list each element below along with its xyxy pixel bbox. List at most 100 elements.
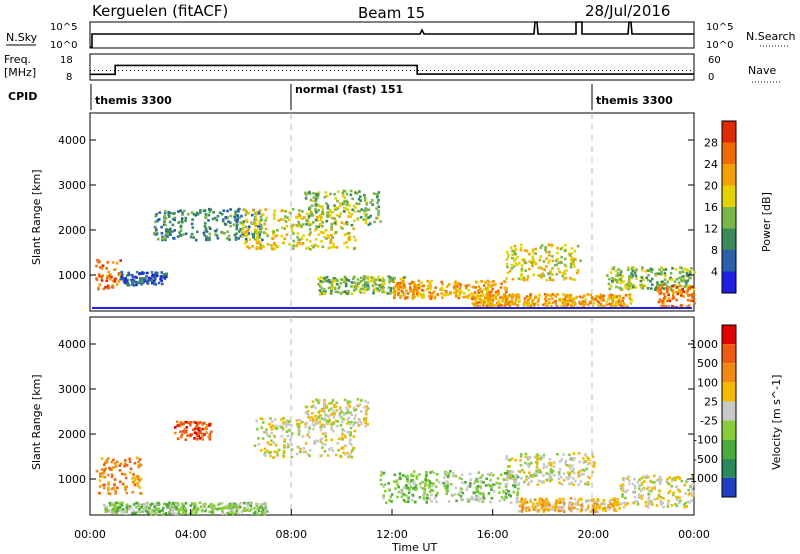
velocity-cell [337, 437, 341, 441]
velocity-cell [622, 477, 625, 480]
power-cell [491, 287, 494, 291]
power-cell [667, 305, 671, 308]
power-cell [314, 199, 318, 203]
power-cell [320, 286, 324, 290]
power-cell [209, 208, 213, 211]
velocity-cell [412, 482, 416, 486]
velocity-cell [349, 452, 353, 455]
power-cell [477, 295, 481, 298]
velocity-cell [496, 477, 500, 480]
power-cell [365, 213, 368, 216]
velocity-cell [650, 480, 654, 484]
power-cell [203, 229, 207, 233]
velocity-cell [321, 432, 325, 435]
velocity-cell [508, 459, 511, 462]
power-cell [358, 210, 361, 213]
velocity-cell [613, 509, 616, 512]
power-cell [296, 242, 299, 245]
power-cell [319, 218, 323, 222]
power-cell [523, 297, 527, 300]
velocity-cell [348, 405, 352, 408]
power-cell [619, 273, 622, 276]
velocity-cell [199, 421, 202, 424]
velocity-cell [286, 434, 290, 438]
power-cell [376, 195, 379, 199]
power-colorbar-swatch [722, 185, 736, 207]
velocity-cell [533, 474, 536, 477]
power-cell [244, 230, 247, 234]
power-cell [110, 275, 113, 279]
power-cell [686, 298, 690, 302]
power-cell [363, 291, 366, 294]
power-cell [572, 305, 575, 308]
power-ytick-label: 1000 [58, 269, 86, 282]
velocity-cell [101, 472, 105, 475]
power-cell [330, 289, 333, 293]
velocity-cell [521, 468, 524, 472]
power-cell [570, 258, 573, 262]
power-cell [248, 246, 251, 250]
power-cell [635, 277, 638, 280]
velocity-cell [473, 497, 476, 501]
power-cell [304, 197, 308, 200]
power-cell [492, 294, 495, 297]
power-cell [624, 284, 627, 287]
power-cell [303, 216, 306, 219]
velocity-cell [545, 472, 549, 475]
power-cell [662, 304, 666, 308]
velocity-cell [201, 438, 205, 441]
power-cell [330, 281, 334, 285]
velocity-cell [432, 482, 435, 486]
velocity-cell [278, 424, 282, 428]
power-cell [669, 288, 673, 291]
velocity-cell [502, 489, 505, 493]
power-cell [251, 221, 254, 225]
power-cell [417, 286, 421, 290]
velocity-cell [536, 460, 539, 464]
power-cell [330, 284, 334, 287]
power-cell [560, 255, 563, 259]
power-cell [635, 268, 638, 271]
power-cell [666, 286, 669, 290]
power-cell [613, 305, 617, 308]
power-cell [511, 256, 514, 260]
velocity-cell [500, 496, 504, 499]
velocity-cell [431, 484, 434, 488]
power-cell [131, 280, 134, 284]
power-cell [433, 295, 437, 298]
velocity-cell [460, 477, 463, 481]
power-colorbar-tick: 12 [704, 223, 718, 236]
power-cell [183, 209, 186, 213]
velocity-cell [347, 455, 350, 459]
velocity-cell [464, 481, 467, 484]
power-cell [324, 228, 328, 232]
velocity-cell [275, 424, 278, 428]
power-cell [312, 221, 315, 224]
power-cell [680, 267, 684, 270]
power-cell [307, 216, 311, 220]
velocity-cell [573, 506, 576, 510]
velocity-cell [164, 512, 168, 515]
power-cell [339, 225, 343, 229]
velocity-cell [670, 485, 674, 488]
power-cell [120, 270, 123, 274]
velocity-cell [322, 409, 326, 412]
velocity-cell [691, 483, 695, 486]
power-cell [135, 270, 139, 274]
velocity-cell [539, 457, 543, 460]
power-cell [690, 285, 694, 289]
power-cell [224, 223, 228, 226]
velocity-cell [505, 483, 509, 486]
power-cell [179, 234, 183, 237]
velocity-cell [139, 492, 143, 495]
power-cell [148, 276, 151, 280]
velocity-cell [332, 415, 336, 419]
power-cell [298, 223, 301, 226]
power-cell [173, 216, 177, 220]
velocity-cell [600, 502, 603, 505]
power-cell [613, 294, 616, 297]
power-cell [148, 279, 152, 282]
power-cell [551, 255, 554, 258]
velocity-cell [125, 507, 129, 510]
power-cell [372, 291, 375, 295]
